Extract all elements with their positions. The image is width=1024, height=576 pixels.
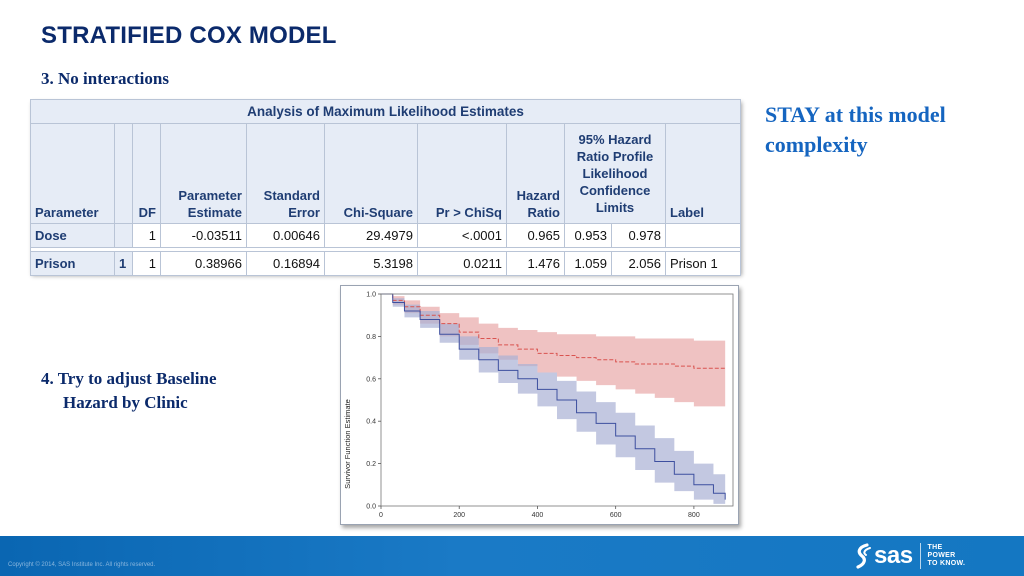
- tagline-line3: TO KNOW.: [928, 560, 966, 568]
- x-tick-label: 200: [453, 512, 465, 519]
- copyright-text: Copyright © 2014, SAS Institute Inc. All…: [8, 562, 155, 568]
- y-tick-label: 0.2: [366, 461, 376, 468]
- cell-label: Prison 1: [666, 252, 741, 276]
- step4-text: 4. Try to adjust Baseline Hazard by Clin…: [41, 367, 217, 415]
- footer-bar: Copyright © 2014, SAS Institute Inc. All…: [0, 536, 1024, 576]
- step4-line1: 4. Try to adjust Baseline: [41, 369, 217, 388]
- cell-df: 1: [133, 224, 161, 248]
- cell-parameter: Dose: [31, 224, 115, 248]
- y-axis-label: Survivor Function Estimate: [343, 399, 352, 489]
- header-stderr: Standard Error: [247, 124, 325, 224]
- cell-chisq: 5.3198: [325, 252, 418, 276]
- y-tick-label: 1.0: [366, 292, 376, 299]
- step4-line2: Hazard by Clinic: [41, 391, 217, 415]
- y-tick-label: 0.8: [366, 334, 376, 341]
- table-caption: Analysis of Maximum Likelihood Estimates: [31, 100, 741, 124]
- table-row: Dose 1 -0.03511 0.00646 29.4979 <.0001 0…: [31, 224, 741, 248]
- cell-level: 1: [115, 252, 133, 276]
- cell-df: 1: [133, 252, 161, 276]
- cell-ucl: 2.056: [612, 252, 666, 276]
- cell-p: <.0001: [418, 224, 507, 248]
- header-label: Label: [666, 124, 741, 224]
- cell-stderr: 0.16894: [247, 252, 325, 276]
- header-ci: 95% Hazard Ratio Profile Likelihood Conf…: [565, 124, 666, 224]
- mle-table-container: Analysis of Maximum Likelihood Estimates…: [30, 99, 740, 273]
- callout-text: STAY at this model complexity: [765, 100, 1005, 160]
- y-tick-label: 0.4: [366, 419, 376, 426]
- sas-swirl-icon: [853, 543, 873, 569]
- x-tick-label: 400: [532, 512, 544, 519]
- cell-chisq: 29.4979: [325, 224, 418, 248]
- cell-level: [115, 224, 133, 248]
- confidence-bands: [381, 294, 725, 504]
- survival-plot-svg: 0.0 0.2 0.4 0.6 0.8 1.0 0 200 400 600 800 Survivor…: [341, 286, 740, 526]
- tagline: THE POWER TO KNOW.: [928, 544, 966, 568]
- cell-estimate: 0.38966: [161, 252, 247, 276]
- subheading-no-interactions: 3. No interactions: [41, 69, 169, 89]
- tagline-line1: THE: [928, 544, 966, 552]
- y-tick-label: 0.6: [366, 376, 376, 383]
- cell-stderr: 0.00646: [247, 224, 325, 248]
- header-p: Pr > ChiSq: [418, 124, 507, 224]
- x-tick-label: 800: [688, 512, 700, 519]
- cell-lcl: 1.059: [565, 252, 612, 276]
- cell-estimate: -0.03511: [161, 224, 247, 248]
- header-chisq: Chi-Square: [325, 124, 418, 224]
- table-row: Prison 1 1 0.38966 0.16894 5.3198 0.0211…: [31, 252, 741, 276]
- confidence-band-1: [381, 294, 725, 504]
- sas-logo: sas THE POWER TO KNOW.: [853, 542, 965, 570]
- survival-plot: 0.0 0.2 0.4 0.6 0.8 1.0 0 200 400 600 800 Survivor…: [340, 285, 739, 525]
- header-hr: Hazard Ratio: [507, 124, 565, 224]
- cell-label: [666, 224, 741, 248]
- cell-hr: 0.965: [507, 224, 565, 248]
- y-tick-label: 0.0: [366, 504, 376, 511]
- cell-ucl: 0.978: [612, 224, 666, 248]
- tagline-line2: POWER: [928, 552, 966, 560]
- cell-lcl: 0.953: [565, 224, 612, 248]
- x-tick-label: 0: [379, 512, 383, 519]
- x-tick-label: 600: [610, 512, 622, 519]
- header-level: [115, 124, 133, 224]
- slide-title: STRATIFIED COX MODEL: [41, 22, 337, 50]
- cell-parameter: Prison: [31, 252, 115, 276]
- header-df: DF: [133, 124, 161, 224]
- logo-divider: [920, 543, 921, 569]
- cell-p: 0.0211: [418, 252, 507, 276]
- header-estimate: Parameter Estimate: [161, 124, 247, 224]
- sas-wordmark: sas: [874, 542, 913, 570]
- mle-table: Analysis of Maximum Likelihood Estimates…: [30, 99, 741, 276]
- header-parameter: Parameter: [31, 124, 115, 224]
- cell-hr: 1.476: [507, 252, 565, 276]
